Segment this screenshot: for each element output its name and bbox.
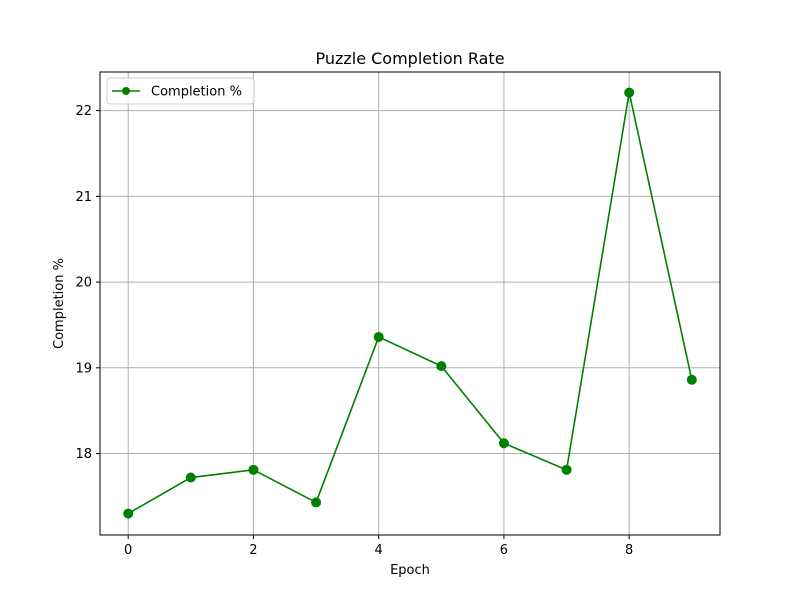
- data-point: [624, 87, 635, 98]
- y-tick-label: 22: [75, 104, 92, 119]
- x-axis-label: Epoch: [390, 563, 430, 578]
- data-point: [248, 464, 259, 475]
- x-tick-label: 4: [375, 543, 383, 558]
- series-layer: [123, 87, 697, 519]
- x-tick-label: 2: [249, 543, 257, 558]
- data-point: [498, 438, 509, 449]
- y-tick-label: 18: [75, 447, 92, 462]
- legend-marker-swatch: [122, 87, 130, 95]
- chart-title: Puzzle Completion Rate: [315, 49, 504, 68]
- legend-entry-label: Completion %: [151, 85, 242, 100]
- data-point: [373, 331, 384, 342]
- data-point: [436, 361, 447, 372]
- legend: Completion %: [106, 77, 255, 105]
- x-tick-label: 0: [124, 543, 132, 558]
- plot-frame: [99, 71, 721, 536]
- grid: [100, 72, 720, 535]
- data-point: [686, 374, 697, 385]
- y-tick-label: 20: [75, 276, 92, 291]
- series-line: [127, 91, 693, 515]
- x-tick-label: 6: [500, 543, 508, 558]
- x-tick-label: 8: [625, 543, 633, 558]
- y-tick-label: 19: [75, 361, 92, 376]
- data-point: [185, 472, 196, 483]
- data-point: [123, 508, 134, 519]
- data-point: [311, 497, 322, 508]
- y-axis-label: Completion %: [52, 258, 67, 349]
- legend-box: [106, 77, 255, 105]
- data-point: [561, 464, 572, 475]
- axis-ticks: 0 2 4 6 8 18 19 20 21 22: [75, 104, 633, 558]
- y-tick-label: 21: [75, 190, 92, 205]
